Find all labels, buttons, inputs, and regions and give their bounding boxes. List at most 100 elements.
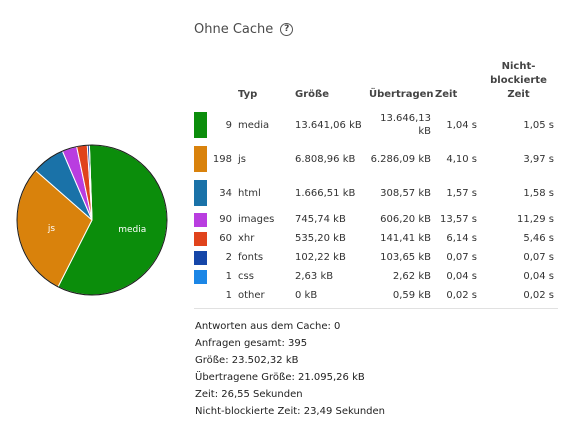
row-swatch-cell <box>194 210 210 229</box>
row-time: 6,14 s <box>446 233 477 244</box>
row-size: 102,22 kB <box>295 252 346 263</box>
color-swatch <box>194 112 207 138</box>
row-size: 0 kB <box>295 290 318 301</box>
color-swatch <box>194 231 207 246</box>
row-nonblocking: 5,46 s <box>523 233 554 244</box>
col-transferred: Übertragen <box>369 89 434 100</box>
table-row: 2 fonts 102,22 kB 103,65 kB 0,07 s 0,07 s <box>194 248 556 267</box>
pie-slice-s2[interactable] <box>34 150 93 221</box>
table-row: 60 xhr 535,20 kB 141,41 kB 6,14 s 5,46 s <box>194 229 556 248</box>
row-time: 1,57 s <box>446 187 477 199</box>
summary: Antworten aus dem Cache: 0 Anfragen gesa… <box>195 318 385 420</box>
table-row: 198 js 6.808,96 kB 6.286,09 kB 4,10 s 3,97 s <box>194 142 556 176</box>
pie-slice-s6[interactable] <box>88 144 93 221</box>
table-row: 34 html 1.666,51 kB 308,57 kB 1,57 s 1,58 s <box>194 176 556 210</box>
row-nonblocking: 0,04 s <box>523 271 554 282</box>
row-nonblocking: 0,07 s <box>523 252 554 263</box>
row-time: 1,04 s <box>446 119 477 131</box>
col-size: Größe <box>295 89 329 100</box>
color-swatch <box>194 180 207 206</box>
row-type: html <box>238 187 261 199</box>
row-nonblocking: 11,29 s <box>516 214 554 225</box>
row-count: 60 <box>219 233 232 244</box>
row-swatch-cell <box>194 248 210 267</box>
row-swatch-cell <box>194 108 210 142</box>
row-swatch-cell <box>194 229 210 248</box>
row-transferred: 0,59 kB <box>392 290 431 301</box>
summary-transferred: Übertragene Größe: 21.095,26 kB <box>195 372 365 383</box>
row-nonblocking: 1,58 s <box>523 187 554 199</box>
row-type: xhr <box>238 233 255 244</box>
pie-slice-s5[interactable] <box>86 144 93 221</box>
row-type: css <box>238 271 254 282</box>
row-type: other <box>238 290 265 301</box>
pie-slice-media[interactable] <box>57 144 168 296</box>
row-nonblocking: 3,97 s <box>523 153 554 165</box>
pie-slice-s4[interactable] <box>76 144 93 221</box>
stats-table: Typ Größe Übertragen Zeit Nicht-blockier… <box>194 54 556 305</box>
divider <box>194 308 558 309</box>
row-size: 1.666,51 kB <box>295 187 356 199</box>
row-size: 13.641,06 kB <box>295 119 362 131</box>
row-count: 198 <box>212 153 232 165</box>
header: Ohne Cache ? <box>194 22 294 37</box>
row-count: 34 <box>219 187 232 199</box>
summary-nonblocking: Nicht-blockierte Zeit: 23,49 Sekunden <box>195 406 386 417</box>
color-swatch <box>194 146 207 172</box>
table-row: 90 images 745,74 kB 606,20 kB 13,57 s 11,29 s <box>194 210 556 229</box>
pie-slice-s3[interactable] <box>61 145 93 221</box>
pie-label-js: js <box>47 224 56 234</box>
row-nonblocking: 1,05 s <box>523 119 554 131</box>
help-icon[interactable]: ? <box>280 23 294 36</box>
row-count: 9 <box>225 119 232 131</box>
summary-cached: Antworten aus dem Cache: 0 <box>195 321 341 332</box>
col-type: Typ <box>238 89 258 100</box>
row-swatch-cell <box>194 176 210 210</box>
pie-outline <box>16 144 168 296</box>
row-transferred: 141,41 kB <box>380 233 431 244</box>
row-count: 90 <box>219 214 232 225</box>
row-transferred: 6.286,09 kB <box>370 153 431 165</box>
row-type: js <box>238 153 246 165</box>
table-row: 1 css 2,63 kB 2,62 kB 0,04 s 0,04 s <box>194 267 556 286</box>
row-size: 6.808,96 kB <box>295 153 356 165</box>
row-time: 4,10 s <box>446 153 477 165</box>
row-type: fonts <box>238 252 264 263</box>
table-row: 9 media 13.641,06 kB 13.646,13 kB 1,04 s 1,05… <box>194 108 556 142</box>
col-time: Zeit <box>435 89 458 100</box>
row-count: 1 <box>225 290 232 301</box>
row-swatch-cell <box>194 142 210 176</box>
col-count <box>210 54 236 108</box>
row-transferred: 103,65 kB <box>380 252 431 263</box>
row-size: 2,63 kB <box>295 271 334 282</box>
col-color <box>194 54 210 108</box>
row-swatch-cell <box>194 267 210 286</box>
row-type: media <box>238 119 270 131</box>
pie-slice-js[interactable] <box>16 169 93 288</box>
row-time: 0,07 s <box>446 252 477 263</box>
row-transferred: 308,57 kB <box>380 187 431 199</box>
color-swatch <box>194 250 207 265</box>
row-time: 0,02 s <box>446 290 477 301</box>
row-time: 0,04 s <box>446 271 477 282</box>
row-transferred: 606,20 kB <box>380 214 431 225</box>
row-count: 1 <box>225 271 232 282</box>
row-swatch-cell <box>194 286 210 305</box>
table-row: 1 other 0 kB 0,59 kB 0,02 s 0,02 s <box>194 286 556 305</box>
row-transferred: 13.646,13 kB <box>380 113 431 137</box>
table-header-row: Typ Größe Übertragen Zeit Nicht-blockier… <box>194 54 556 108</box>
row-transferred: 2,62 kB <box>392 271 431 282</box>
row-size: 535,20 kB <box>295 233 346 244</box>
row-count: 2 <box>225 252 232 263</box>
row-nonblocking: 0,02 s <box>523 290 554 301</box>
pie-label-media: media <box>118 225 146 235</box>
row-size: 745,74 kB <box>295 214 346 225</box>
summary-time: Zeit: 26,55 Sekunden <box>195 389 303 400</box>
row-type: images <box>238 214 275 225</box>
section-title: Ohne Cache <box>194 22 274 37</box>
summary-requests: Anfragen gesamt: 395 <box>195 338 308 349</box>
row-time: 13,57 s <box>439 214 477 225</box>
color-swatch <box>194 269 207 284</box>
summary-size: Größe: 23.502,32 kB <box>195 355 299 366</box>
col-nonblocking: Nicht-blockierte Zeit <box>490 61 547 100</box>
